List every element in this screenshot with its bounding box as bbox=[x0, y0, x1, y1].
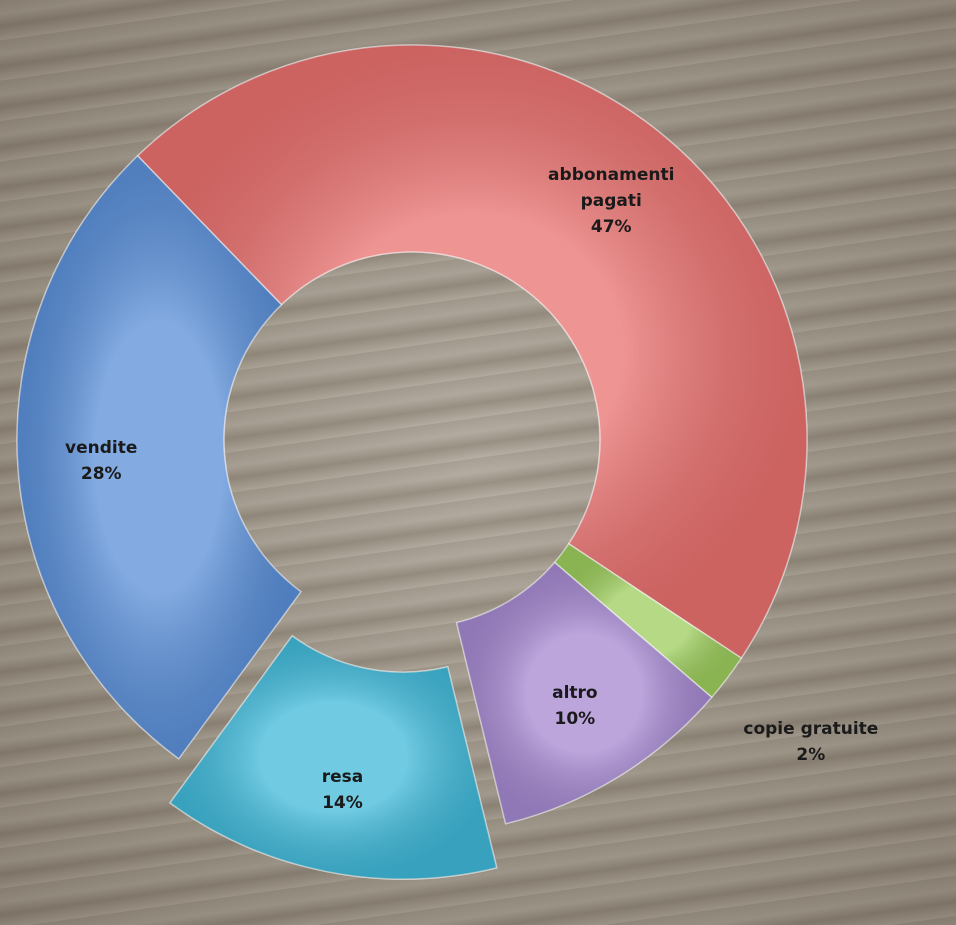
slice-category: resa bbox=[321, 766, 364, 787]
slice-label: altro 10% bbox=[510, 680, 640, 732]
slice-shading bbox=[16, 155, 301, 759]
slice-category: altro bbox=[552, 682, 598, 703]
slice-value: 28% bbox=[80, 464, 122, 485]
slice-category: copie gratuite bbox=[743, 718, 879, 739]
slice-shading bbox=[456, 562, 712, 824]
slice-label: vendite 28% bbox=[36, 435, 166, 487]
slice-shading bbox=[554, 543, 742, 698]
slice-value: 14% bbox=[322, 792, 363, 813]
slice-label: resa 14% bbox=[277, 764, 407, 816]
slice-label: abbonamenti pagati 47% bbox=[546, 162, 676, 240]
slice-value: 47% bbox=[590, 216, 632, 237]
slice-category: vendite bbox=[65, 438, 138, 459]
slice-value: 10% bbox=[554, 708, 596, 729]
slice-label: copie gratuite 2% bbox=[743, 716, 878, 768]
slice-shading bbox=[169, 635, 497, 880]
slice-value: 2% bbox=[796, 744, 826, 765]
slice-category: abbonamenti pagati bbox=[548, 164, 675, 211]
slice-shading bbox=[137, 44, 808, 659]
